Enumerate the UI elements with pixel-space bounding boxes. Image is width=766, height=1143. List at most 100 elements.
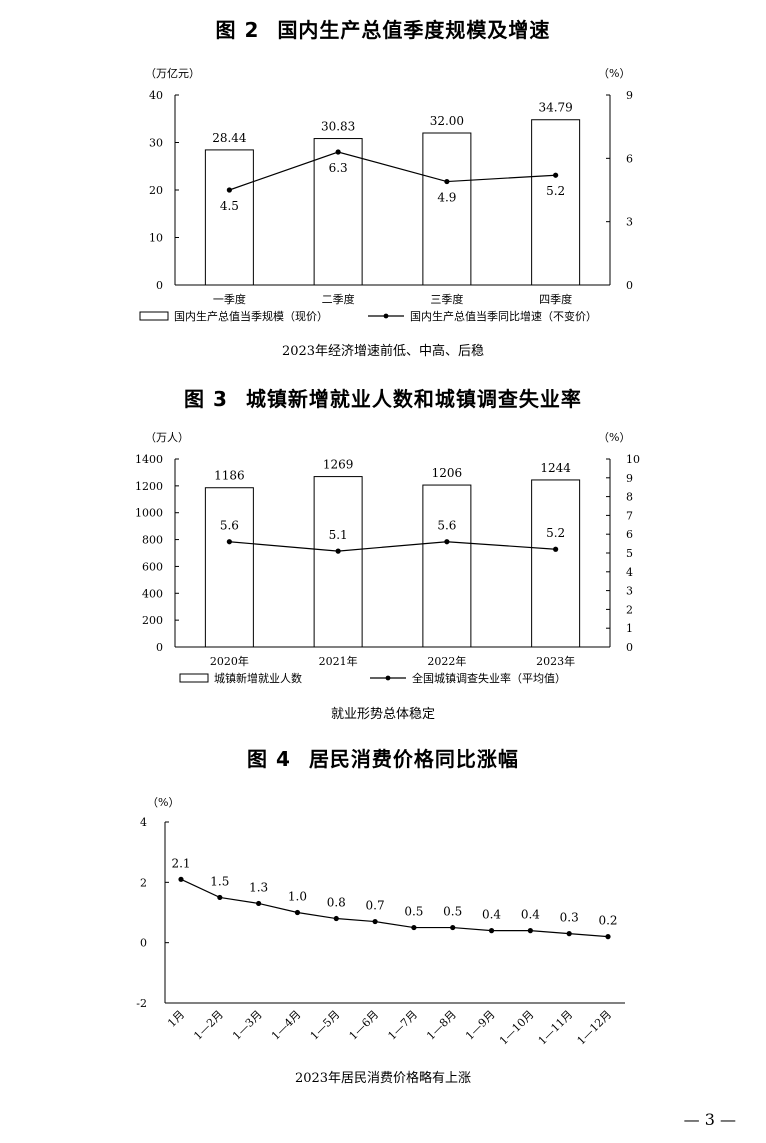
- cpi-value-label: 0.4: [521, 908, 540, 922]
- figure3-caption: 就业形势总体稳定: [330, 707, 435, 722]
- employment-right-tick-label: 8: [626, 491, 633, 504]
- employment-bar-label: 1269: [323, 458, 354, 472]
- employment-category-label: 2022年: [427, 654, 466, 668]
- cpi-unit: （%）: [147, 796, 179, 809]
- employment-right-tick-label: 2: [626, 603, 633, 616]
- figure2-number: 图 2: [215, 18, 260, 42]
- employment-category-label: 2023年: [536, 654, 575, 668]
- cpi-category-label: 1—6月: [347, 1008, 382, 1043]
- gdp-bar-label: 30.83: [321, 120, 355, 134]
- gdp-rate-point: [444, 178, 450, 185]
- cpi-point: [217, 894, 223, 901]
- gdp-rate-line: [229, 151, 556, 191]
- gdp-bar-label: 28.44: [212, 131, 247, 145]
- gdp-right-tick-label: 3: [626, 216, 633, 229]
- gdp-left-tick-label: 40: [149, 89, 163, 102]
- cpi-value-label: 0.5: [404, 905, 423, 919]
- gdp-category-label: 一季度: [213, 292, 246, 306]
- figure4-title: 图 4 居民消费价格同比涨幅: [0, 743, 766, 772]
- figure3-title: 图 3 城镇新增就业人数和城镇调查失业率: [0, 383, 766, 412]
- cpi-category-label: 1—2月: [191, 1008, 226, 1043]
- gdp-left-tick-label: 10: [149, 232, 163, 245]
- employment-rate-point: [444, 539, 450, 545]
- gdp-rate-label: 4.9: [437, 191, 456, 205]
- employment-right-unit: （%）: [598, 431, 630, 444]
- employment-rate-point: [226, 539, 232, 545]
- employment-bar: [422, 484, 472, 648]
- employment-bar: [531, 479, 581, 648]
- employment-left-tick-label: 800: [142, 534, 163, 547]
- cpi-value-label: 0.5: [443, 905, 462, 919]
- figure2-title: 图 2 国内生产总值季度规模及增速: [0, 14, 766, 43]
- gdp-rate-label: 5.2: [546, 184, 565, 198]
- employment-bar-label: 1244: [540, 461, 571, 475]
- employment-rate-label: 5.6: [437, 519, 456, 533]
- cpi-category-label: 1—3月: [230, 1008, 265, 1043]
- employment-left-unit: （万人）: [145, 431, 189, 444]
- employment-left-tick-label: 0: [156, 641, 163, 654]
- figure3-number: 图 3: [184, 387, 228, 411]
- cpi-tick-label: 0: [140, 937, 147, 950]
- cpi-point: [294, 909, 301, 916]
- employment-rate-label: 5.1: [329, 528, 348, 542]
- gdp-right-unit: （%）: [598, 67, 630, 80]
- cpi-point: [256, 900, 262, 907]
- cpi-point: [411, 924, 417, 931]
- employment-right-tick-label: 1: [626, 622, 633, 635]
- employment-legend-line-marker: [385, 675, 391, 681]
- cpi-point: [527, 928, 533, 934]
- cpi-value-label: 0.3: [560, 911, 579, 925]
- employment-chart: （万人） （%） 0 200 400 600 800 1000 1200 1400 0 1 2 3 4 5 6 7…: [135, 431, 640, 685]
- employment-left-tick-label: 600: [142, 560, 163, 573]
- gdp-bar: [313, 138, 363, 286]
- gdp-bar: [204, 149, 254, 286]
- gdp-left-tick-label: 30: [149, 137, 163, 150]
- employment-right-tick-label: 5: [626, 547, 633, 560]
- cpi-category-label: 1—8月: [424, 1008, 459, 1043]
- employment-rate-point: [335, 548, 341, 554]
- employment-right-tick-label: 6: [626, 528, 633, 541]
- employment-left-tick-label: 200: [142, 614, 163, 627]
- employment-bar-label: 1206: [432, 466, 463, 480]
- gdp-right-tick-label: 9: [626, 89, 633, 102]
- figure4-title-text: 居民消费价格同比涨幅: [308, 747, 519, 771]
- employment-right-tick-label: 9: [626, 472, 633, 485]
- gdp-legend-line-label: 国内生产总值当季同比增速（不变价）: [410, 309, 597, 323]
- employment-right-tick-label: 7: [626, 509, 633, 522]
- page-number: — 3 —: [683, 1110, 736, 1129]
- gdp-bar: [531, 119, 581, 286]
- gdp-left-tick-label: 0: [156, 279, 163, 292]
- gdp-left-tick-label: 20: [149, 184, 163, 197]
- cpi-point: [372, 918, 378, 925]
- cpi-value-label: 0.2: [598, 914, 617, 928]
- gdp-category-label: 三季度: [430, 292, 463, 306]
- cpi-point: [488, 928, 495, 934]
- cpi-category-label: 1—10月: [497, 1008, 537, 1048]
- cpi-point: [333, 915, 339, 922]
- gdp-rate-label: 6.3: [329, 161, 348, 175]
- cpi-value-label: 1.3: [249, 880, 268, 894]
- figure4-caption: 2023年居民消费价格略有上涨: [294, 1071, 472, 1086]
- employment-legend-bar-label: 城镇新增就业人数: [214, 671, 302, 685]
- cpi-value-label: 1.5: [210, 874, 229, 888]
- employment-legend-line-label: 全国城镇调查失业率（平均值）: [412, 671, 566, 685]
- cpi-value-label: 0.8: [327, 896, 346, 910]
- gdp-rate-point: [226, 187, 232, 193]
- gdp-rate-point: [553, 172, 559, 178]
- gdp-legend-bar-swatch: [139, 311, 169, 321]
- cpi-point: [605, 934, 611, 940]
- employment-rate-label: 5.6: [220, 519, 239, 533]
- figure2-caption: 2023年经济增速前低、中高、后稳: [281, 344, 485, 359]
- employment-bar: [204, 487, 254, 648]
- cpi-category-label: 1—7月: [385, 1008, 420, 1043]
- cpi-chart: （%） -2 0 2 4 2.1 1.5 1.3 1.0 0.8 0.7 0.5 0.5 0.4 0.4 0.…: [136, 796, 625, 1048]
- cpi-point: [450, 924, 456, 931]
- gdp-left-unit: （万亿元）: [145, 67, 200, 80]
- employment-left-tick-label: 1400: [135, 453, 163, 466]
- employment-bar: [313, 476, 363, 648]
- cpi-category-label: 1—4月: [269, 1008, 304, 1043]
- employment-rate-label: 5.2: [546, 526, 565, 540]
- cpi-tick-label: 2: [140, 876, 147, 889]
- gdp-right-tick-label: 0: [626, 279, 633, 292]
- cpi-point: [566, 931, 572, 937]
